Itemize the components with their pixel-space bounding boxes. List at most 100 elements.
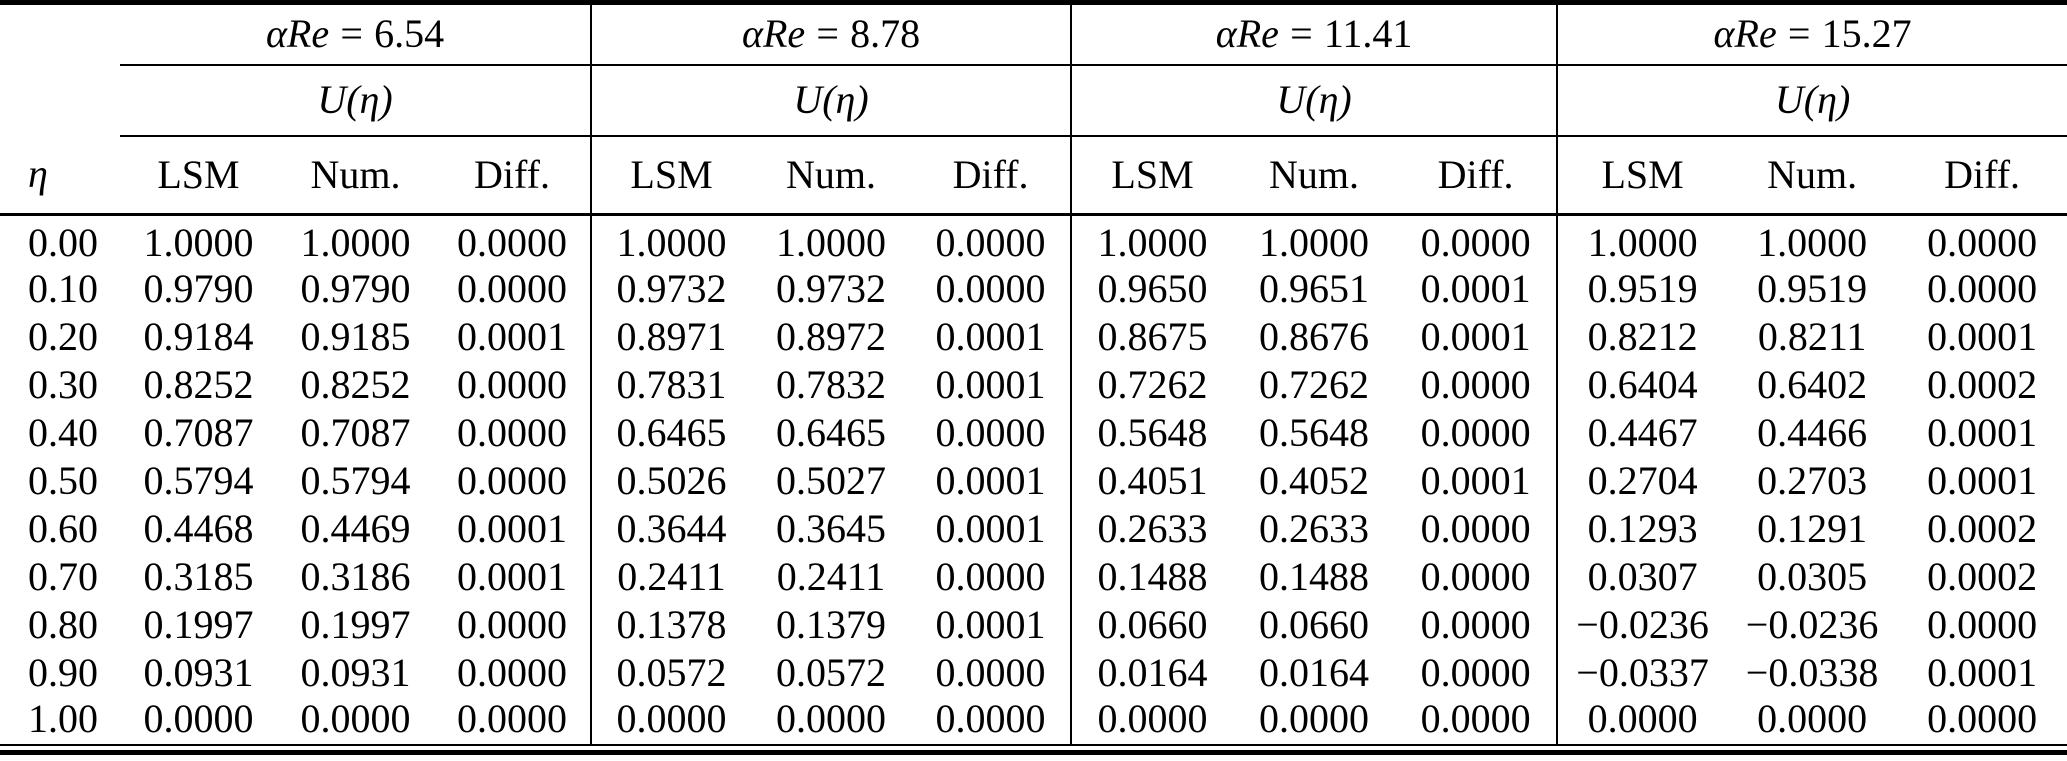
column-header-row: η LSM Num. Diff. LSM Num. Diff. LSM Num.…: [0, 135, 2067, 216]
cell-num: 0.7832: [776, 362, 887, 407]
cell-num: 1.0000: [776, 220, 887, 265]
cell-diff: 0.0000: [1420, 554, 1531, 599]
cell-lsm: 0.0931: [143, 650, 254, 695]
equals-sign: =: [340, 11, 363, 57]
cell-diff: 0.0001: [1420, 458, 1531, 503]
alpha-re-symbol: αRe: [741, 11, 806, 57]
u-eta-header-2: U(η): [590, 64, 1072, 137]
u-eta-label: U(η): [793, 77, 869, 122]
cell-diff: 0.0001: [1927, 314, 2038, 359]
cell-diff: 0.0000: [1927, 220, 2038, 265]
alpha-re-symbol: αRe: [265, 11, 330, 57]
cell-lsm: 0.1997: [143, 602, 254, 647]
cell-lsm: 0.0164: [1070, 649, 1234, 697]
cell-num: 0.9790: [300, 266, 411, 311]
cell-lsm: 0.7831: [590, 361, 752, 409]
cell-diff: 0.0000: [935, 650, 1046, 695]
cell-num: 0.0660: [1259, 602, 1370, 647]
cell-lsm: 0.2633: [1070, 505, 1234, 553]
cell-lsm: 0.1293: [1556, 505, 1728, 553]
cell-diff: 0.0000: [1420, 410, 1531, 455]
cell-lsm: 0.8971: [590, 313, 752, 361]
cell-diff: 0.0000: [935, 266, 1046, 311]
row-eta-value: 0.90: [28, 650, 98, 695]
cell-diff: 0.0001: [457, 554, 567, 599]
cell-lsm: 1.0000: [1556, 214, 1728, 265]
cell-lsm: 0.4468: [143, 506, 254, 551]
cell-num: 0.9519: [1757, 266, 1868, 311]
cell-num: 0.8676: [1259, 314, 1370, 359]
cell-lsm: 0.6465: [590, 409, 752, 457]
cell-diff: 0.0002: [1927, 554, 2038, 599]
table-row: 1.00 0.0000 0.0000 0.0000 0.0000 0.0000 0.0000…: [0, 697, 2067, 745]
cell-num: 0.0000: [1757, 696, 1868, 741]
cell-lsm: 0.7262: [1070, 361, 1234, 409]
cell-num: 0.7262: [1259, 362, 1370, 407]
corner-blank: [0, 3, 120, 65]
cell-lsm: 0.8212: [1556, 313, 1728, 361]
col-header-lsm: LSM: [120, 135, 277, 216]
cell-lsm: 0.5648: [1070, 409, 1234, 457]
equals-sign: =: [1290, 11, 1313, 57]
col-header-num: Num.: [277, 135, 434, 216]
cell-num: 0.4052: [1259, 458, 1370, 503]
cell-diff: 0.0000: [935, 696, 1046, 741]
cell-diff: 0.0000: [1420, 602, 1531, 647]
group-header-row: αRe = 6.54 αRe = 8.78 αRe = 11.41 αRe = 15.27: [0, 2, 2067, 66]
cell-diff: 0.0000: [457, 458, 567, 503]
row-eta-value: 0.10: [28, 266, 98, 311]
alpha-re-value: 15.27: [1821, 11, 1912, 57]
cell-diff: 0.0000: [935, 554, 1046, 599]
cell-diff: 0.0001: [1420, 314, 1531, 359]
u-eta-label: U(η): [317, 77, 393, 122]
function-header-row: U(η) U(η) U(η) U(η): [0, 64, 2067, 137]
alpha-re-symbol: αRe: [1713, 11, 1777, 57]
cell-lsm: 1.0000: [590, 214, 752, 265]
cell-num: 0.1997: [300, 602, 411, 647]
col-header-lsm: LSM: [1556, 135, 1728, 216]
cell-lsm: 0.7087: [143, 410, 254, 455]
cell-num: 0.0931: [300, 650, 411, 695]
alpha-re-symbol: αRe: [1215, 11, 1279, 57]
cell-lsm: −0.0337: [1556, 649, 1728, 697]
table-row: 0.90 0.0931 0.0931 0.0000 0.0572 0.0572 0.0000…: [0, 649, 2067, 697]
cell-num: 1.0000: [300, 220, 411, 265]
cell-diff: 0.0001: [1420, 266, 1531, 311]
cell-diff: 0.0000: [1420, 362, 1531, 407]
col-header-diff: Diff.: [1897, 135, 2067, 216]
table-row: 0.80 0.1997 0.1997 0.0000 0.1378 0.1379 0.0001…: [0, 601, 2067, 649]
equals-sign: =: [1787, 11, 1811, 57]
col-header-lsm: LSM: [590, 135, 752, 216]
cell-num: 0.4469: [300, 506, 411, 551]
group-header-3: αRe = 11.41: [1070, 2, 1558, 66]
col-header-num: Num.: [751, 135, 912, 216]
eta-column-header: η: [0, 135, 120, 216]
cell-num: 0.5794: [300, 458, 411, 503]
cell-diff: 0.0001: [457, 506, 567, 551]
row-eta-value: 0.70: [28, 554, 98, 599]
cell-num: 0.1488: [1259, 554, 1370, 599]
row-eta-value: 0.40: [28, 410, 98, 455]
u-eta-label: U(η): [1774, 77, 1851, 122]
cell-lsm: 0.6404: [1556, 361, 1728, 409]
cell-num: 0.7087: [300, 410, 411, 455]
cell-diff: 0.0002: [1927, 362, 2038, 407]
cell-num: 0.3645: [776, 506, 887, 551]
cell-lsm: 0.4051: [1070, 457, 1234, 505]
cell-num: 0.9651: [1259, 266, 1370, 311]
col-header-diff: Diff.: [1395, 135, 1558, 216]
u-eta-label: U(η): [1276, 77, 1352, 122]
cell-num: 0.5027: [776, 458, 887, 503]
row-eta-value: 0.60: [28, 506, 98, 551]
cell-diff: 0.0000: [457, 220, 567, 265]
cell-lsm: 0.8675: [1070, 313, 1234, 361]
cell-num: 0.1291: [1757, 506, 1868, 551]
cell-num: 0.0305: [1757, 554, 1868, 599]
cell-num: 0.6465: [776, 410, 887, 455]
table-row: 0.60 0.4468 0.4469 0.0001 0.3644 0.3645 0.0001…: [0, 505, 2067, 553]
cell-diff: 0.0000: [935, 220, 1046, 265]
cell-num: 0.3186: [300, 554, 411, 599]
cell-lsm: 0.3644: [590, 505, 752, 553]
